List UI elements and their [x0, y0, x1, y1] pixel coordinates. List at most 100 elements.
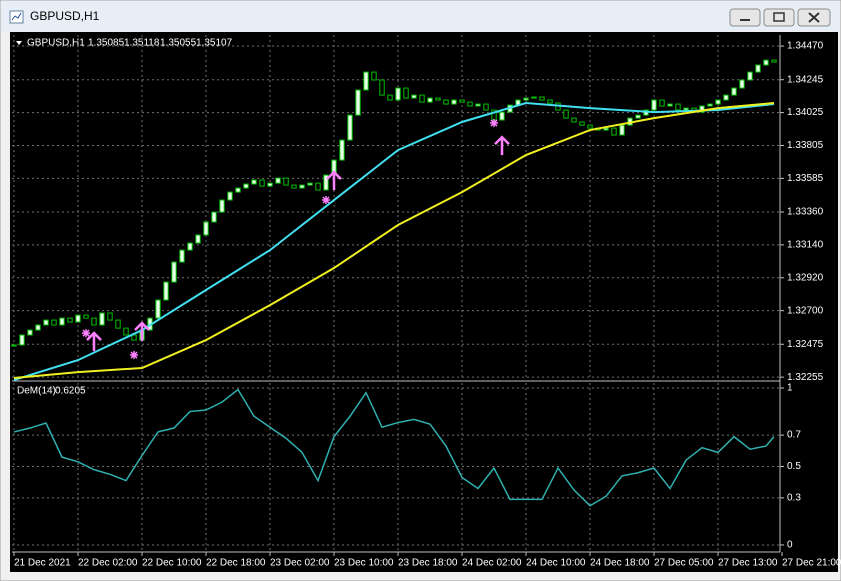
- candle: [755, 64, 761, 73]
- minimize-button[interactable]: [729, 8, 761, 27]
- candle: [131, 334, 137, 341]
- candle: [11, 344, 17, 347]
- quote-value: 1.35085: [88, 38, 125, 49]
- x-tick-label: 22 Dec 18:00: [206, 558, 266, 569]
- candle: [363, 71, 369, 91]
- symbol-label: GBPUSD,H1: [27, 38, 85, 49]
- restore-icon: [773, 12, 785, 22]
- candle: [155, 299, 161, 319]
- candle: [179, 249, 185, 263]
- y-tick-label: 1.32920: [787, 272, 824, 283]
- candle: [75, 314, 81, 323]
- y-tick-label: 0.5: [787, 461, 801, 472]
- signal-arrow: [86, 331, 102, 352]
- candle: [19, 334, 25, 346]
- candle: [395, 87, 401, 101]
- candle: [51, 319, 57, 326]
- candle: [315, 182, 321, 191]
- candle: [35, 324, 41, 331]
- candle: [459, 99, 465, 103]
- y-tick-label: 1.33360: [787, 207, 824, 218]
- x-tick-label: 27 Dec 21:00: [782, 558, 841, 569]
- candle: [83, 314, 89, 319]
- y-tick-label: 1.33140: [787, 240, 824, 251]
- candle: [115, 319, 121, 329]
- candle: [763, 59, 769, 66]
- moving-average: [13, 102, 775, 380]
- candle: [683, 107, 689, 111]
- candle: [475, 103, 481, 107]
- indicator-label: DeM(14): [17, 386, 56, 397]
- candle: [355, 89, 361, 116]
- quote-value: 1.35107: [196, 38, 233, 49]
- window-icon-line: [11, 12, 22, 21]
- x-tick-label: 22 Dec 10:00: [142, 558, 202, 569]
- indicator-value: 0.6205: [55, 386, 86, 397]
- candle: [547, 99, 553, 104]
- chart-menu-icon[interactable]: [16, 41, 22, 45]
- candle: [635, 114, 641, 119]
- x-tick-label: 24 Dec 18:00: [590, 558, 650, 569]
- candle: [723, 94, 729, 101]
- x-tick-label: 27 Dec 13:00: [718, 558, 778, 569]
- candle: [219, 199, 225, 213]
- signal-star: [490, 119, 498, 128]
- candle: [523, 97, 529, 101]
- candle: [323, 174, 329, 191]
- close-icon: [808, 12, 820, 23]
- candle: [651, 99, 657, 111]
- candle: [299, 184, 305, 189]
- y-tick-label: 1.34245: [787, 74, 824, 85]
- candle: [195, 234, 201, 244]
- candle: [251, 179, 257, 185]
- candle: [483, 103, 489, 111]
- candle: [715, 99, 721, 105]
- y-tick-label: 1.32255: [787, 372, 824, 383]
- candle: [371, 71, 377, 81]
- candle: [603, 127, 609, 131]
- candle: [275, 177, 281, 184]
- candle: [307, 182, 313, 186]
- candle: [291, 184, 297, 189]
- candle: [739, 79, 745, 89]
- quote-value: 1.35118: [124, 38, 160, 49]
- candle: [379, 79, 385, 96]
- signal-arrow: [326, 170, 342, 191]
- candle: [99, 312, 105, 326]
- restore-button[interactable]: [763, 8, 795, 27]
- candle: [411, 94, 417, 99]
- candle: [59, 317, 65, 326]
- signal-star: [130, 351, 138, 360]
- candle: [123, 327, 129, 336]
- candle: [571, 117, 577, 123]
- candle: [27, 329, 33, 336]
- candle: [267, 182, 273, 187]
- window-title: GBPUSD,H1: [30, 9, 100, 23]
- candle: [707, 103, 713, 107]
- y-tick-label: 1.33585: [787, 173, 824, 184]
- y-tick-label: 1.32475: [787, 339, 824, 350]
- signal-star: [82, 329, 90, 338]
- y-tick-label: 1.33805: [787, 140, 824, 151]
- candle: [611, 127, 617, 136]
- candle: [387, 94, 393, 101]
- candle: [699, 105, 705, 113]
- x-tick-label: 24 Dec 10:00: [526, 558, 586, 569]
- candle: [283, 177, 289, 186]
- y-tick-label: 0: [787, 540, 793, 551]
- x-tick-label: 22 Dec 02:00: [78, 558, 138, 569]
- candle: [563, 109, 569, 119]
- candle: [467, 101, 473, 107]
- candle: [427, 97, 433, 103]
- candle: [675, 103, 681, 111]
- candle: [747, 71, 753, 81]
- candle: [107, 312, 113, 321]
- candle: [203, 221, 209, 236]
- candle: [163, 281, 169, 301]
- y-tick-label: 1.32700: [787, 305, 824, 316]
- candle: [443, 99, 449, 105]
- candle: [579, 121, 585, 126]
- x-tick-label: 21 Dec 2021: [14, 558, 71, 569]
- candle: [211, 211, 217, 223]
